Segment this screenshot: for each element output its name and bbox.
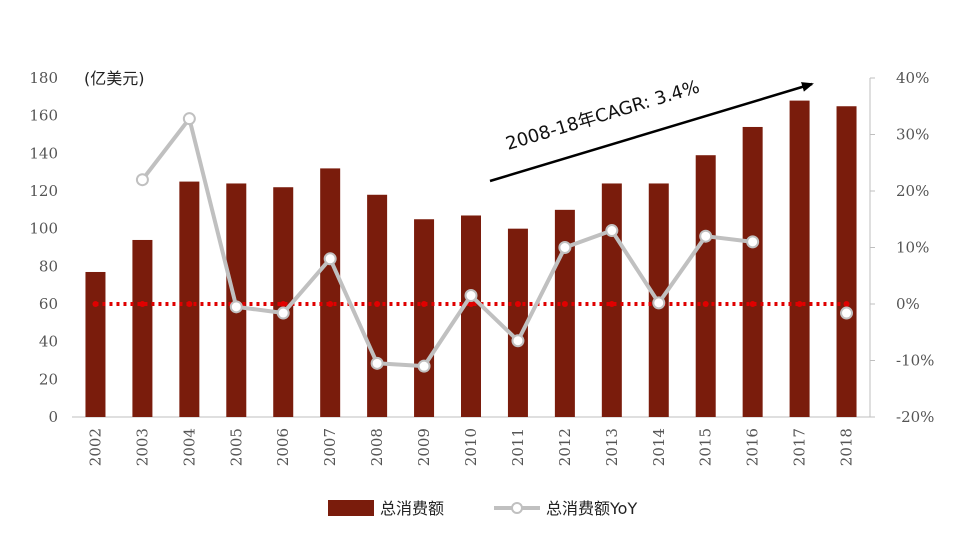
x-tick-label: 2018 — [838, 428, 856, 466]
yoy-point — [840, 306, 854, 320]
x-tick-label: 2009 — [415, 428, 433, 466]
bar — [179, 181, 200, 417]
y-tick-label: 160 — [29, 107, 58, 125]
y-tick-label: 80 — [39, 257, 58, 275]
y-unit-label: (亿美元) — [84, 69, 145, 88]
yoy-point — [417, 359, 431, 373]
bar — [461, 215, 481, 417]
yoy-point — [558, 241, 572, 254]
zero-line-marker — [186, 301, 193, 307]
yoy-point — [605, 224, 619, 238]
cagr-annotation: 2008-18年CAGR: 3.4% — [489, 77, 814, 183]
x-tick-label: 2005 — [227, 428, 245, 466]
yoy-point — [652, 296, 666, 310]
legend: 总消费额 总消费额YoY — [328, 499, 637, 518]
zero-line-marker — [327, 301, 334, 307]
cagr-label: 2008-18年CAGR: 3.4% — [503, 77, 702, 155]
bar — [132, 239, 153, 417]
zero-line-marker — [280, 301, 287, 307]
yoy-point — [746, 235, 760, 249]
x-tick-label: 2016 — [744, 428, 762, 466]
yoy-point — [511, 334, 525, 348]
bar — [601, 183, 622, 417]
bar — [320, 168, 341, 417]
bar — [742, 126, 763, 417]
y-tick-label: 20 — [39, 370, 58, 388]
zero-line-marker — [92, 301, 99, 307]
x-tick-label: 2004 — [180, 428, 198, 466]
yoy-point — [135, 173, 149, 187]
bar — [836, 106, 857, 417]
y-tick-label: 0 — [48, 408, 58, 426]
zero-line-marker — [702, 301, 709, 307]
legend-bar-swatch — [328, 500, 374, 516]
y-tick-label: 100 — [29, 220, 58, 238]
x-tick-label: 2007 — [321, 428, 339, 466]
x-tick-label: 2013 — [603, 428, 621, 466]
x-tick-label: 2006 — [274, 428, 292, 466]
y-tick-label: 120 — [29, 182, 58, 200]
y-tick-label: 140 — [29, 144, 58, 162]
x-tick-label: 2014 — [650, 428, 668, 466]
x-tick-label: 2011 — [509, 428, 527, 466]
y2-axis-ticks: -20% -10% 0% 10% 20% 30% 40% — [870, 69, 934, 426]
zero-line-marker — [468, 301, 474, 307]
yoy-point — [323, 252, 337, 266]
yoy-point — [699, 229, 713, 243]
y-tick-label: 40 — [39, 333, 58, 351]
zero-line-marker — [374, 301, 381, 307]
bar-series — [85, 100, 857, 417]
zero-line-marker — [139, 301, 146, 307]
x-axis-ticks: 2002 2003 2004 2005 2006 2007 2008 2009 2010 2011… — [86, 428, 855, 466]
zero-line-marker — [608, 301, 615, 307]
x-tick-label: 2002 — [86, 428, 104, 466]
yoy-point — [229, 300, 243, 314]
yoy-point — [276, 306, 290, 320]
cagr-arrow — [489, 82, 814, 183]
bar — [554, 209, 575, 417]
zero-line-marker — [514, 301, 521, 307]
y2-tick-label: -10% — [896, 352, 934, 370]
x-tick-label: 2008 — [368, 428, 386, 466]
yoy-point — [464, 289, 478, 303]
x-tick-label: 2015 — [697, 428, 715, 466]
y-axis-ticks: 0 20 40 60 80 100 120 140 160 180 — [29, 69, 58, 426]
y2-tick-label: -20% — [896, 408, 934, 426]
zero-line-marker — [421, 301, 428, 307]
y2-tick-label: 10% — [896, 239, 929, 257]
y2-tick-label: 0% — [896, 295, 920, 313]
zero-line-marker — [561, 301, 568, 307]
y2-tick-label: 30% — [896, 126, 929, 144]
legend-bar-label: 总消费额 — [380, 499, 444, 518]
y2-tick-label: 40% — [896, 69, 929, 87]
x-tick-label: 2012 — [556, 428, 574, 466]
zero-line-marker — [843, 301, 850, 307]
x-tick-label: 2010 — [462, 428, 480, 466]
legend-line-label: 总消费额YoY — [546, 499, 637, 518]
zero-line-marker — [749, 301, 756, 307]
x-tick-label: 2003 — [133, 428, 151, 466]
bar — [507, 228, 528, 417]
y-tick-label: 180 — [29, 69, 58, 87]
yoy-point — [370, 356, 384, 370]
y2-tick-label: 20% — [896, 182, 929, 200]
bar — [85, 271, 106, 417]
bar — [789, 100, 810, 417]
yoy-line-series — [135, 112, 854, 373]
x-tick-label: 2017 — [791, 428, 809, 466]
legend-line-marker — [511, 502, 523, 514]
bar — [695, 155, 716, 417]
yoy-point — [182, 112, 196, 126]
y-tick-label: 60 — [39, 295, 58, 313]
yoy-line — [140, 116, 753, 369]
bar — [414, 219, 435, 417]
zero-line-marker — [796, 301, 803, 307]
